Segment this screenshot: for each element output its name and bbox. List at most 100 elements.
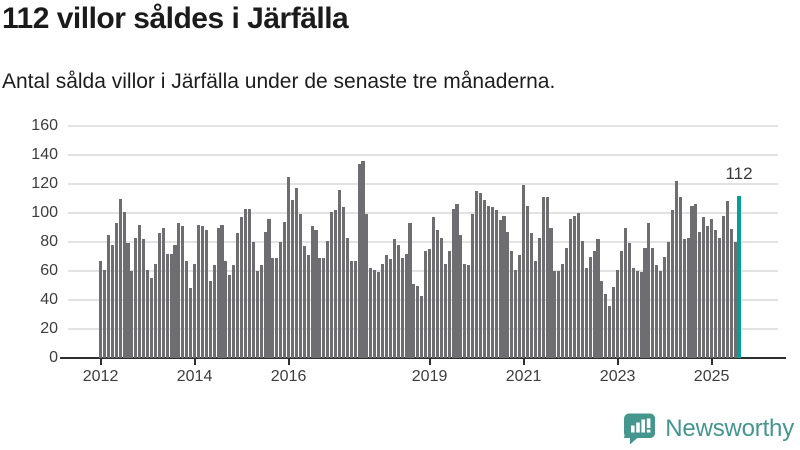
bar (310, 226, 314, 358)
bar (353, 260, 357, 358)
x-axis-label: 2012 (82, 368, 119, 385)
bar (114, 223, 118, 358)
x-axis-label: 2014 (176, 368, 213, 385)
bar (99, 260, 103, 358)
bar (138, 224, 142, 358)
bar (486, 205, 490, 358)
bar (698, 231, 702, 358)
bar (431, 217, 436, 358)
bar (388, 259, 392, 358)
bar (240, 217, 244, 358)
bar (514, 269, 518, 358)
bar (259, 265, 263, 358)
bar (212, 265, 216, 358)
bar (545, 197, 549, 358)
bar (451, 208, 455, 358)
x-axis-label: 2021 (505, 368, 542, 385)
bar (173, 244, 177, 358)
bar (146, 269, 150, 358)
bar (361, 160, 365, 358)
bar (149, 278, 153, 358)
bar (345, 237, 349, 358)
bar (439, 237, 443, 358)
bar (557, 271, 561, 358)
bar (330, 211, 334, 358)
bar (365, 214, 369, 358)
bar (373, 269, 377, 358)
bar (412, 284, 416, 358)
bar (455, 204, 459, 358)
bar (251, 242, 255, 358)
x-axis-tick (287, 359, 290, 365)
bar (549, 227, 553, 358)
bar (208, 281, 212, 358)
bar (529, 233, 533, 358)
bar (702, 217, 706, 358)
bar (498, 220, 502, 358)
y-gridline (68, 183, 778, 185)
bar (341, 207, 345, 358)
y-axis-label: 0 (49, 349, 58, 366)
bar (713, 230, 718, 358)
x-axis-tick (616, 359, 619, 365)
x-axis-tick (99, 359, 102, 365)
x-axis-label: 2019 (411, 368, 448, 385)
bar (475, 191, 479, 358)
bar (604, 294, 608, 358)
bar (400, 257, 404, 358)
bar (494, 210, 498, 358)
bar (314, 230, 318, 358)
bar (502, 215, 506, 358)
bar (118, 198, 122, 358)
bar (263, 231, 267, 358)
bar (647, 223, 651, 358)
bar (161, 227, 165, 358)
y-axis-label: 20 (40, 320, 58, 337)
x-axis-label: 2016 (270, 368, 307, 385)
y-gridline (68, 212, 778, 214)
bar (392, 239, 396, 358)
y-axis-label: 40 (40, 291, 58, 308)
bar (663, 256, 667, 358)
y-gridline (68, 154, 778, 156)
y-axis-label: 100 (31, 204, 58, 221)
bar (181, 226, 185, 358)
bar (518, 255, 522, 358)
bar (290, 199, 295, 358)
bar (106, 234, 110, 358)
bar (580, 240, 584, 358)
bar (682, 239, 686, 358)
bar (510, 250, 514, 358)
bar (196, 224, 201, 358)
bar (506, 231, 510, 358)
bar (318, 257, 322, 358)
bar (247, 208, 251, 358)
brand-name: Newsworthy (665, 414, 794, 442)
bar (169, 253, 173, 358)
bar (482, 199, 486, 358)
bar (706, 226, 710, 358)
bar (377, 272, 381, 358)
bar (686, 237, 690, 358)
bar (447, 250, 451, 358)
bar (596, 239, 600, 358)
bar (157, 233, 161, 358)
bar (717, 237, 721, 358)
bar (369, 268, 373, 358)
bar (287, 176, 291, 358)
bar (381, 263, 385, 358)
bar (165, 253, 169, 358)
bar (267, 218, 271, 358)
bar (463, 263, 467, 358)
bar (142, 239, 146, 358)
bar (553, 271, 557, 358)
bar (537, 237, 541, 358)
bar (271, 257, 275, 358)
bar (204, 230, 208, 358)
highlight-value-label: 112 (725, 163, 753, 183)
bar (126, 243, 130, 358)
bar (670, 210, 674, 358)
bar (243, 208, 248, 358)
bar (275, 257, 279, 358)
